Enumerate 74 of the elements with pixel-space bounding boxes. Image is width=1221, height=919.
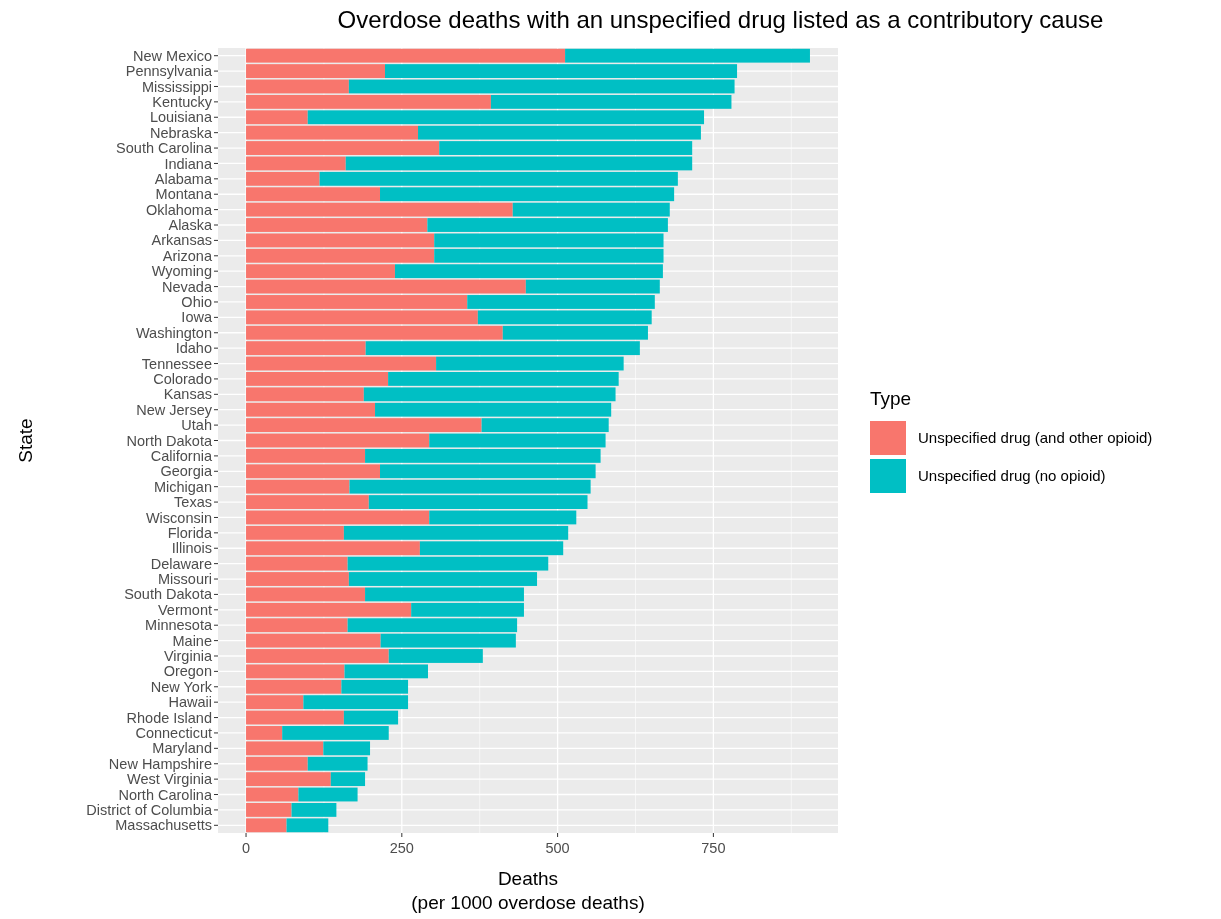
y-tick-label: Hawaii (168, 694, 212, 711)
y-tick-label: Colorado (153, 371, 212, 388)
y-tick-label: Louisiana (149, 109, 213, 126)
y-tick-label: Kansas (163, 386, 212, 403)
y-tick-label: Minnesota (145, 617, 213, 634)
y-tick-label: Maine (172, 632, 212, 649)
y-tick-label: Rhode Island (126, 709, 212, 726)
y-tick-label: Missouri (158, 571, 212, 588)
bar (345, 156, 693, 171)
y-tick-label: Arizona (162, 247, 213, 264)
y-tick-label: Illinois (171, 540, 212, 557)
y-tick-label: Vermont (158, 601, 212, 618)
y-tick-label: Washington (135, 324, 212, 341)
x-axis-title: Deaths (per 1000 overdose deaths) (411, 868, 645, 913)
y-tick-label: Oregon (163, 663, 212, 680)
y-tick-label: Tennessee (141, 355, 212, 372)
y-tick-label: Utah (181, 417, 212, 434)
y-tick-label: Wisconsin (145, 509, 212, 526)
bar (246, 710, 344, 725)
y-tick-label: Georgia (160, 463, 213, 480)
y-tick-label: Michigan (153, 478, 212, 495)
bar (348, 79, 735, 94)
bar (436, 356, 624, 371)
legend-label: Unspecified drug (and other opioid) (918, 429, 1153, 447)
legend-title: Type (870, 388, 912, 409)
bar (429, 510, 577, 525)
bar (246, 433, 430, 448)
bar (246, 356, 437, 371)
y-tick-label: North Dakota (126, 432, 213, 449)
bar (246, 156, 346, 171)
y-tick-label: North Carolina (118, 786, 213, 803)
y-tick-label: Alabama (154, 170, 213, 187)
y-tick-label: New Jersey (136, 401, 213, 418)
y-tick-label: Wyoming (151, 263, 212, 280)
y-tick-label: District of Columbia (86, 801, 213, 818)
y-tick-label: Oklahoma (145, 201, 213, 218)
bar (343, 710, 399, 725)
bar (246, 79, 349, 94)
y-tick-label: Mississippi (141, 78, 212, 95)
y-tick-label: New Hampshire (108, 755, 212, 772)
bar (246, 510, 430, 525)
y-tick-label: Florida (167, 524, 213, 541)
y-tick-label: Arkansas (151, 232, 212, 249)
y-tick-label: New Mexico (133, 47, 212, 64)
y-tick-label: Delaware (150, 555, 212, 572)
x-tick-label: 0 (242, 840, 251, 856)
y-tick-label: West Virginia (127, 771, 213, 788)
y-tick-label: Massachusetts (115, 817, 212, 834)
y-axis-title: State (15, 418, 36, 463)
y-tick-label: Ohio (181, 294, 212, 311)
y-tick-label: Nevada (162, 278, 213, 295)
y-tick-label: Nebraska (149, 124, 213, 141)
y-tick-label: Alaska (168, 217, 213, 234)
bar (429, 433, 606, 448)
y-tick-label: Iowa (181, 309, 213, 326)
y-tick-label: Connecticut (135, 725, 212, 742)
x-tick-label: 500 (545, 840, 570, 856)
y-tick-label: South Dakota (124, 586, 213, 603)
y-tick-label: Pennsylvania (125, 63, 213, 80)
bar (246, 787, 299, 802)
y-tick-label: Maryland (152, 740, 212, 757)
bar (298, 787, 358, 802)
y-tick-label: California (150, 447, 213, 464)
y-tick-label: Indiana (164, 155, 213, 172)
chart-title: Overdose deaths with an unspecified drug listed as a contributory cause (337, 6, 1104, 33)
y-tick-label: South Carolina (116, 140, 213, 157)
y-tick-label: Texas (174, 494, 212, 511)
legend-label: Unspecified drug (no opioid) (918, 467, 1106, 485)
x-tick-label: 750 (701, 840, 726, 856)
y-tick-label: Virginia (163, 648, 213, 665)
y-tick-label: Montana (155, 186, 213, 203)
x-tick-label: 250 (389, 840, 414, 856)
y-tick-label: New York (150, 678, 213, 695)
y-tick-label: Idaho (175, 340, 212, 357)
